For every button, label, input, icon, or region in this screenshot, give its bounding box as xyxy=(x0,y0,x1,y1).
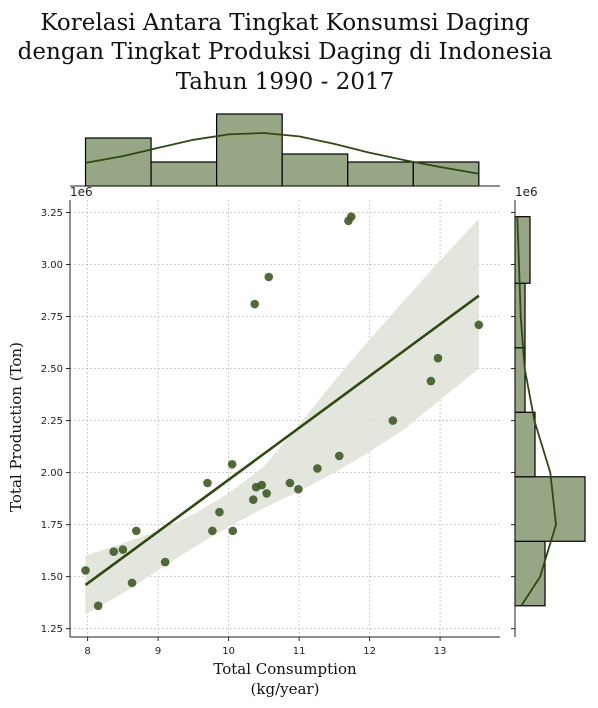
scatter-point xyxy=(388,416,398,425)
scatter-point xyxy=(264,272,274,282)
x-histogram-bar xyxy=(281,153,349,187)
x-axis-label-line-1: Total Consumption xyxy=(213,660,357,678)
scatter-point xyxy=(433,353,443,363)
chart-title: Korelasi Antara Tingkat Konsumsi Daging … xyxy=(18,10,553,95)
y-offset-text: 1e6 xyxy=(515,185,538,199)
main-axes: 8 9 10 11 12 13 1.25 1.50 1.75 2.00 2.25 2.50 2.75 3.… xyxy=(41,200,500,657)
y-tick-label: 2.50 xyxy=(41,364,63,375)
scatter-point xyxy=(127,578,137,588)
x-histogram-bar xyxy=(216,113,283,187)
scatter-point xyxy=(257,480,267,490)
scatter-point xyxy=(160,557,170,567)
scatter-point xyxy=(228,526,238,536)
x-tick-label: 10 xyxy=(222,646,235,657)
x-tick-label: 13 xyxy=(434,646,447,657)
title-line-3: Tahun 1990 - 2017 xyxy=(176,69,394,95)
title-line-2: dengan Tingkat Produksi Daging di Indone… xyxy=(18,39,553,65)
scatter-point xyxy=(334,451,344,461)
scatter-point xyxy=(346,212,356,221)
x-tick-label: 11 xyxy=(293,646,306,657)
y-tick-label: 3.00 xyxy=(41,260,63,271)
scatter-point xyxy=(118,545,128,554)
confidence-band xyxy=(85,218,479,615)
y-tick-label: 3.25 xyxy=(41,208,63,219)
y-tick-label: 1.50 xyxy=(41,572,63,583)
x-histogram-bar xyxy=(412,161,480,187)
x-histogram-bar xyxy=(150,161,218,187)
x-histogram-bar xyxy=(347,161,414,187)
scatter-point xyxy=(203,478,212,488)
y-tick-label: 1.75 xyxy=(41,520,63,531)
title-line-1: Korelasi Antara Tingkat Konsumsi Daging xyxy=(40,10,530,36)
scatter-point xyxy=(285,478,295,488)
y-tick-label: 1.25 xyxy=(41,624,63,635)
scatter-point xyxy=(294,484,303,494)
regression-fit-line xyxy=(84,294,480,587)
scatter-point xyxy=(109,547,119,556)
y-histogram-bar xyxy=(514,476,586,542)
scatter-point xyxy=(250,299,259,309)
y-marginal-histogram xyxy=(511,200,586,637)
scatter-point xyxy=(81,566,90,575)
y-tick-label: 2.00 xyxy=(41,468,63,479)
scatter-point xyxy=(93,601,103,611)
scatter-point xyxy=(227,459,237,469)
x-marginal-histogram xyxy=(70,113,500,187)
y-tick-label: 2.25 xyxy=(41,416,63,427)
scatter-point xyxy=(215,507,224,517)
scatter-point xyxy=(131,526,141,536)
scatter-point xyxy=(262,489,271,498)
scatter-point xyxy=(208,526,217,536)
scatter-points xyxy=(81,212,484,611)
y-tick-label: 2.75 xyxy=(41,312,63,323)
y-histogram-bar xyxy=(514,540,546,607)
main-scatter-plot: 8 9 10 11 12 13 1.25 1.50 1.75 2.00 2.25 2.50 2.75 3.… xyxy=(7,185,538,698)
x-tick-label: 8 xyxy=(84,646,90,657)
confidence-band-area xyxy=(85,218,479,615)
scatter-point xyxy=(474,320,484,330)
x-kde-curve xyxy=(85,132,480,175)
x-tick-label: 9 xyxy=(155,646,161,657)
y-histogram-bar xyxy=(514,411,536,478)
x-offset-text: 1e6 xyxy=(70,185,93,199)
scatter-point xyxy=(426,376,436,386)
x-tick-label: 12 xyxy=(363,646,376,657)
y-kde-curve xyxy=(516,216,557,607)
y-axis-label: Total Production (Ton) xyxy=(7,342,25,512)
scatter-point xyxy=(248,495,258,504)
x-axis-label-line-2: (kg/year) xyxy=(251,680,320,698)
scatter-point xyxy=(313,464,322,473)
regression-line xyxy=(84,294,480,587)
